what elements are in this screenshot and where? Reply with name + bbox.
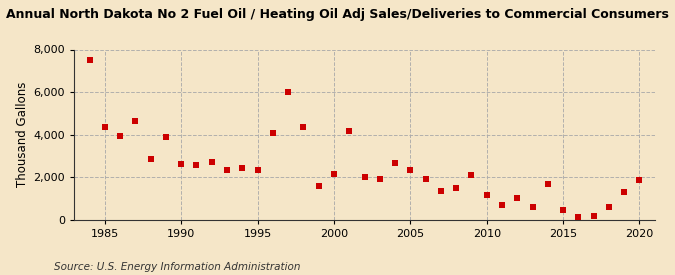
Point [344, 129, 354, 134]
Point [375, 177, 385, 181]
Point [497, 203, 508, 207]
Point [466, 173, 477, 177]
Point [313, 184, 324, 189]
Point [512, 196, 522, 200]
Point [558, 207, 568, 212]
Point [207, 160, 217, 164]
Point [145, 157, 156, 161]
Text: Source: U.S. Energy Information Administration: Source: U.S. Energy Information Administ… [54, 262, 300, 272]
Point [237, 166, 248, 170]
Point [421, 177, 431, 181]
Point [329, 171, 340, 176]
Point [115, 133, 126, 138]
Point [527, 205, 538, 210]
Point [634, 178, 645, 182]
Point [267, 131, 278, 135]
Point [451, 186, 462, 190]
Text: Annual North Dakota No 2 Fuel Oil / Heating Oil Adj Sales/Deliveries to Commerci: Annual North Dakota No 2 Fuel Oil / Heat… [6, 8, 669, 21]
Point [405, 167, 416, 172]
Point [283, 90, 294, 95]
Point [298, 125, 308, 130]
Point [573, 215, 584, 219]
Point [389, 161, 400, 165]
Point [588, 214, 599, 219]
Point [176, 162, 186, 166]
Point [161, 135, 171, 139]
Point [359, 175, 370, 179]
Point [603, 205, 614, 210]
Point [481, 193, 492, 197]
Point [435, 189, 446, 193]
Point [252, 167, 263, 172]
Point [543, 182, 554, 186]
Point [191, 163, 202, 167]
Point [221, 168, 232, 172]
Y-axis label: Thousand Gallons: Thousand Gallons [16, 82, 30, 188]
Point [99, 125, 110, 129]
Point [130, 119, 141, 123]
Point [619, 190, 630, 194]
Point [84, 57, 95, 62]
